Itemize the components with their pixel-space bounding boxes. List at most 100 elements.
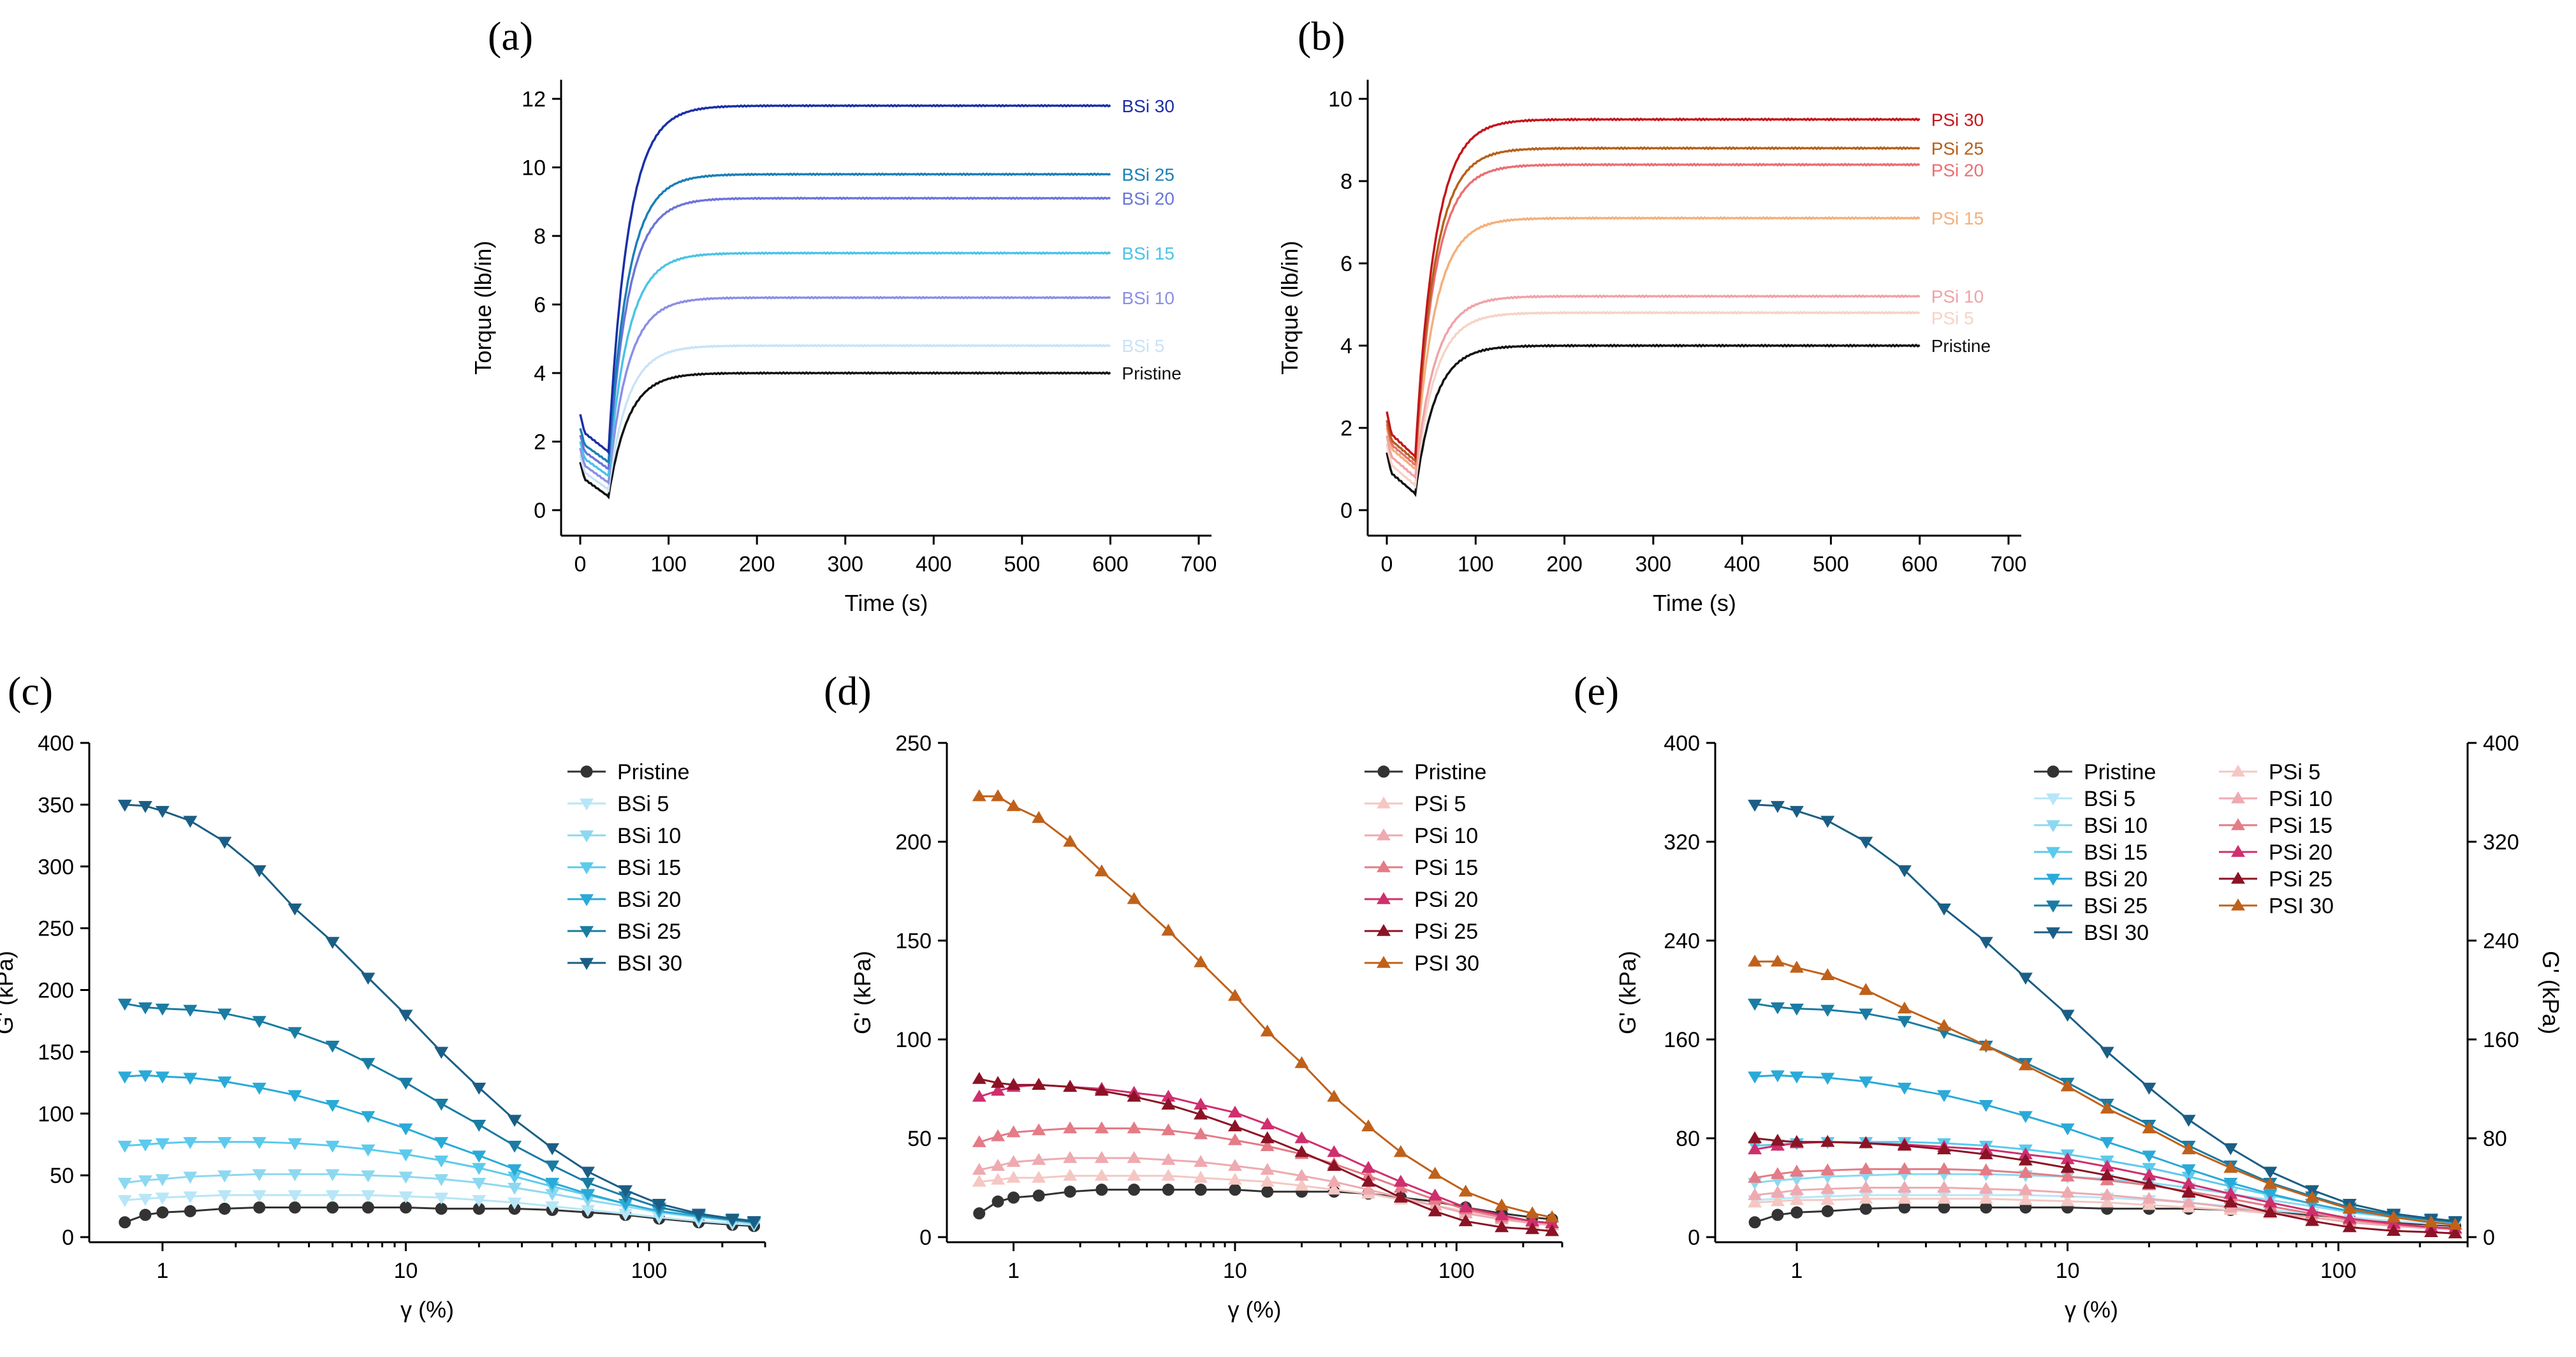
- data-point-bsi-30: [1770, 801, 1785, 813]
- legend-marker: [2046, 874, 2060, 886]
- data-point-bsi-15: [288, 1138, 302, 1150]
- data-point-psi-30: [1032, 811, 1046, 823]
- data-point-bsi-30: [2223, 1143, 2238, 1155]
- data-point-psi-25: [2018, 1153, 2033, 1166]
- series-line-bsi-20: [579, 196, 1111, 470]
- data-point-bsi-20: [1897, 1082, 1912, 1095]
- series-line-bsi-30: [1755, 803, 2455, 1222]
- series-label-psi-30: PSi 30: [1931, 110, 1984, 129]
- data-point-psi-10: [991, 1159, 1006, 1171]
- data-point-psi-25: [1260, 1131, 1275, 1143]
- data-point-psi-20: [2018, 1147, 2033, 1159]
- data-point-bsi-5: [472, 1195, 487, 1207]
- y-tick-label: 150: [38, 1040, 74, 1064]
- x-tick-label: 500: [1004, 552, 1040, 576]
- data-point-pristine: [288, 1201, 301, 1214]
- data-point-pristine: [119, 1216, 131, 1229]
- legend-marker: [1377, 956, 1391, 968]
- series-label-psi-10: PSi 10: [1931, 287, 1984, 307]
- data-point-pristine: [1194, 1184, 1207, 1196]
- data-point-bsi-30: [1748, 800, 1762, 812]
- series-line-psi-5: [1386, 311, 1920, 490]
- series-label-bsi-5: BSi 5: [1122, 336, 1164, 356]
- series-psi-5: [972, 1168, 1560, 1228]
- data-point-psi-20: [1748, 1142, 1762, 1155]
- y-tick-label: 100: [38, 1102, 74, 1126]
- data-point-bsi-25: [217, 1008, 232, 1021]
- data-point-bsi-20: [2263, 1189, 2278, 1201]
- y-tick-label: 4: [534, 362, 546, 386]
- series-bsi-20: [117, 1070, 761, 1229]
- legend-label: BSi 5: [2084, 787, 2135, 811]
- data-point-psi-15: [1127, 1121, 1141, 1134]
- legend-label: PSi 10: [1414, 824, 1478, 848]
- data-point-bsi-30: [361, 972, 376, 985]
- data-point-bsi-30: [155, 805, 170, 818]
- legend-marker: [2231, 899, 2245, 911]
- data-point-bsi-20: [1936, 1090, 1951, 1103]
- y-tick-label: 160: [1664, 1028, 1700, 1052]
- x-tick-label: 10: [1223, 1259, 1247, 1283]
- data-point-bsi-30: [747, 1216, 761, 1228]
- series-line-bsi-10: [124, 1173, 754, 1225]
- series-line-bsi-20: [124, 1074, 754, 1224]
- data-point-psi-30: [1161, 923, 1176, 936]
- series-line-bsi-5: [124, 1194, 754, 1226]
- panel-tag: (c): [8, 668, 53, 714]
- data-point-psi-20: [1327, 1145, 1342, 1157]
- data-point-bsi-20: [183, 1073, 198, 1085]
- legend-marker: [580, 958, 594, 970]
- data-point-bsi-20: [580, 1189, 595, 1201]
- data-point-psi-30: [1194, 955, 1208, 967]
- data-point-psi-25: [1063, 1080, 1078, 1092]
- data-point-psi-20: [1495, 1208, 1509, 1221]
- data-point-psi-10: [2142, 1191, 2156, 1204]
- legend-marker: [1377, 828, 1391, 840]
- data-point-bsi-25: [508, 1140, 522, 1153]
- data-point-psi-5: [2018, 1192, 2033, 1205]
- data-point-psi-5: [991, 1173, 1006, 1185]
- data-point-bsi-5: [434, 1192, 449, 1205]
- data-point-psi-10: [1294, 1168, 1309, 1181]
- legend-marker: [2046, 820, 2060, 832]
- legend-marker: [2231, 872, 2245, 884]
- x-tick-label: 100: [650, 552, 687, 576]
- x-axis-label: γ (%): [2065, 1296, 2118, 1323]
- data-point-psi-20: [1458, 1200, 1473, 1213]
- data-point-psi-10: [1936, 1180, 1951, 1193]
- data-point-psi-30: [1770, 954, 1785, 967]
- y-axis-right-label: G' (kPa): [2538, 951, 2564, 1034]
- data-point-bsi-25: [361, 1058, 376, 1070]
- legend-label: BSi 25: [2084, 894, 2148, 918]
- legend-marker: [2046, 900, 2060, 913]
- series-line-pristine: [579, 371, 1111, 500]
- data-point-bsi-10: [155, 1174, 170, 1186]
- legend-marker: [1377, 796, 1391, 809]
- legend-item-psi-30: PSI 30: [1365, 951, 1479, 976]
- data-point-psi-25: [1161, 1097, 1176, 1110]
- data-point-bsi-25: [1820, 1004, 1835, 1017]
- legend-marker: [580, 894, 594, 906]
- series-label-bsi-10: BSi 10: [1122, 288, 1175, 308]
- y-tick-label: 8: [1340, 170, 1352, 194]
- data-point-bsi-10: [1789, 1174, 1804, 1186]
- series-line-bsi-25: [579, 172, 1111, 464]
- legend-item-bsi-15: BSi 15: [567, 856, 681, 880]
- data-point-psi-5: [1789, 1192, 1804, 1205]
- legend-item-bsi-15: BSi 15: [2034, 840, 2148, 865]
- legend-item-psi-10: PSi 10: [1365, 824, 1478, 848]
- series-label-bsi-20: BSi 20: [1122, 189, 1175, 209]
- data-point-bsi-20: [2223, 1178, 2238, 1190]
- x-tick-label: 1: [156, 1259, 168, 1283]
- series-label-pristine: Pristine: [1931, 336, 1991, 356]
- y-tick-label: 50: [50, 1164, 74, 1188]
- data-point-psi-15: [1770, 1167, 1785, 1179]
- data-point-bsi-15: [217, 1137, 232, 1149]
- data-point-psi-30: [1127, 891, 1141, 904]
- data-point-psi-30: [2142, 1121, 2156, 1134]
- data-point-psi-20: [2181, 1177, 2196, 1189]
- data-point-psi-30: [1063, 835, 1078, 847]
- data-point-psi-25: [1227, 1119, 1242, 1132]
- data-point-psi-10: [1748, 1188, 1762, 1200]
- x-tick-label: 0: [574, 552, 587, 576]
